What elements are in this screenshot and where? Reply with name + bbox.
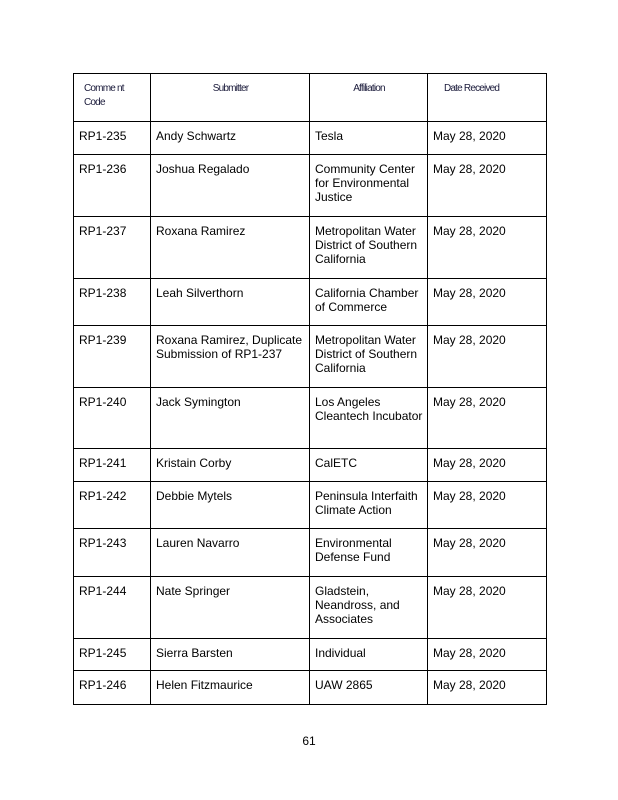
cell-comment-code: RP1-239 [73,325,151,388]
cell-date-received: May 28, 2020 [427,576,547,639]
cell-date-received: May 28, 2020 [427,448,547,482]
cell-date-received: May 28, 2020 [427,670,547,705]
table-row: RP1-237 Roxana Ramirez Metropolitan Water … [73,216,547,279]
cell-submitter: Roxana Ramirez [150,216,310,279]
cell-submitter: Kristain Corby [150,448,310,482]
cell-date-received: May 28, 2020 [427,121,547,155]
cell-comment-code: RP1-238 [73,278,151,326]
table-row: RP1-236 Joshua Regalado Community Center f… [73,154,547,217]
cell-affiliation: Metropolitan Water District of Southern … [309,325,428,388]
cell-comment-code: RP1-243 [73,528,151,577]
table-row: RP1-239 Roxana Ramirez, Duplicate Submiss… [73,325,547,388]
cell-date-received: May 28, 2020 [427,278,547,326]
cell-affiliation: CalETC [309,448,428,482]
cell-affiliation: Community Center for Environmental Justi… [309,154,428,217]
cell-affiliation: Individual [309,638,428,671]
cell-date-received: May 28, 2020 [427,528,547,577]
header-affiliation: Affiliation [309,73,428,122]
page-number: 61 [302,734,316,748]
cell-affiliation: Tesla [309,121,428,155]
cell-affiliation: Peninsula Interfaith Climate Action [309,481,428,529]
cell-affiliation: California Chamber of Commerce [309,278,428,326]
cell-affiliation: Environmental Defense Fund [309,528,428,577]
cell-submitter: Jack Symington [150,387,310,449]
table-row: RP1-240 Jack Symington Los Angeles Cleante… [73,387,547,449]
table-row: RP1-243 Lauren Navarro Environmental Defen… [73,528,547,577]
table-row: RP1-245 Sierra Barsten Individual May 28, 2… [73,638,547,671]
cell-affiliation: Metropolitan Water District of Southern … [309,216,428,279]
cell-submitter: Joshua Regalado [150,154,310,217]
cell-date-received: May 28, 2020 [427,481,547,529]
cell-comment-code: RP1-241 [73,448,151,482]
cell-submitter: Roxana Ramirez, Duplicate Submission of … [150,325,310,388]
cell-submitter: Helen Fitzmaurice [150,670,310,705]
table-row: RP1-244 Nate Springer Gladstein, Neandross… [73,576,547,639]
cell-submitter: Debbie Mytels [150,481,310,529]
cell-affiliation: Los Angeles Cleantech Incubator [309,387,428,449]
cell-comment-code: RP1-237 [73,216,151,279]
table-row: RP1-241 Kristain Corby CalETC May 28, 2020 [73,448,547,482]
cell-date-received: May 28, 2020 [427,154,547,217]
cell-comment-code: RP1-236 [73,154,151,217]
cell-submitter: Sierra Barsten [150,638,310,671]
header-date-received: Date Received [427,73,547,122]
cell-submitter: Andy Schwartz [150,121,310,155]
cell-comment-code: RP1-244 [73,576,151,639]
cell-affiliation: Gladstein, Neandross, and Associates [309,576,428,639]
header-comment-code: Comme nt Code [73,73,151,122]
cell-date-received: May 28, 2020 [427,387,547,449]
cell-submitter: Lauren Navarro [150,528,310,577]
cell-date-received: May 28, 2020 [427,216,547,279]
cell-comment-code: RP1-246 [73,670,151,705]
cell-submitter: Nate Springer [150,576,310,639]
cell-date-received: May 28, 2020 [427,638,547,671]
cell-comment-code: RP1-235 [73,121,151,155]
table-row: RP1-235 Andy Schwartz Tesla May 28, 2020 [73,121,547,155]
table-row: RP1-238 Leah Silverthorn California Chambe… [73,278,547,326]
comments-table: Comme nt Code Submitter Affiliation Date… [73,73,547,705]
table-row: RP1-246 Helen Fitzmaurice UAW 2865 May 28, … [73,670,547,705]
cell-comment-code: RP1-240 [73,387,151,449]
cell-date-received: May 28, 2020 [427,325,547,388]
cell-comment-code: RP1-245 [73,638,151,671]
cell-affiliation: UAW 2865 [309,670,428,705]
header-row: Comme nt Code Submitter Affiliation Date… [73,73,547,122]
cell-comment-code: RP1-242 [73,481,151,529]
header-submitter: Submitter [150,73,310,122]
table-row: RP1-242 Debbie Mytels Peninsula Interfaith… [73,481,547,529]
cell-submitter: Leah Silverthorn [150,278,310,326]
